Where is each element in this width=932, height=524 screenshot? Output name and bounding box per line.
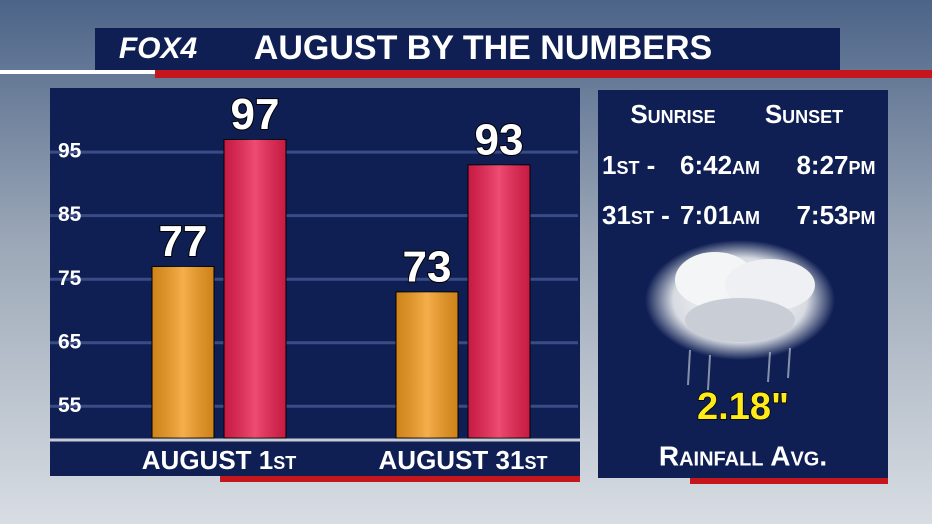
- header-rule: [155, 70, 932, 78]
- logo: FOX4: [119, 32, 198, 65]
- rainfall-label: Rainfall Avg.: [659, 440, 827, 471]
- panel-rule: [690, 478, 888, 484]
- bar-shine: [152, 266, 214, 438]
- data-label: 73: [403, 243, 452, 292]
- y-tick-label: 95: [58, 140, 82, 163]
- row-label: 1st -: [602, 150, 655, 180]
- column-header: Sunset: [765, 99, 843, 129]
- bar-shine: [224, 139, 286, 439]
- title: AUGUST BY THE NUMBERS: [254, 29, 712, 67]
- sunset-time: 7:53pm: [796, 200, 875, 230]
- data-label: 97: [231, 90, 280, 139]
- header-rule: [0, 70, 155, 74]
- y-tick-label: 55: [58, 394, 82, 417]
- y-tick-label: 75: [58, 267, 82, 290]
- data-label: 93: [475, 115, 524, 164]
- bar-chart: 55 65 75 85 95 AUGUST 1st 77 97 AUGUST 31st 73 93: [50, 89, 580, 475]
- panel-rule: [220, 476, 580, 482]
- header-bar: [95, 28, 840, 70]
- x-tick-label: AUGUST 31st: [379, 445, 548, 475]
- x-tick-label: AUGUST 1st: [142, 445, 296, 475]
- data-label: 77: [159, 217, 208, 266]
- rain-cloud-icon: [645, 240, 835, 391]
- sunset-time: 8:27pm: [796, 150, 875, 180]
- bar-shine: [396, 291, 458, 438]
- y-tick-label: 85: [58, 203, 82, 226]
- bar-shine: [468, 164, 530, 439]
- rainfall-value: 2.18": [697, 386, 789, 428]
- column-header: Sunrise: [630, 99, 715, 129]
- row-label: 31st -: [602, 200, 670, 230]
- sunrise-time: 7:01am: [680, 200, 760, 230]
- sunrise-time: 6:42am: [680, 150, 760, 180]
- y-tick-label: 65: [58, 330, 82, 353]
